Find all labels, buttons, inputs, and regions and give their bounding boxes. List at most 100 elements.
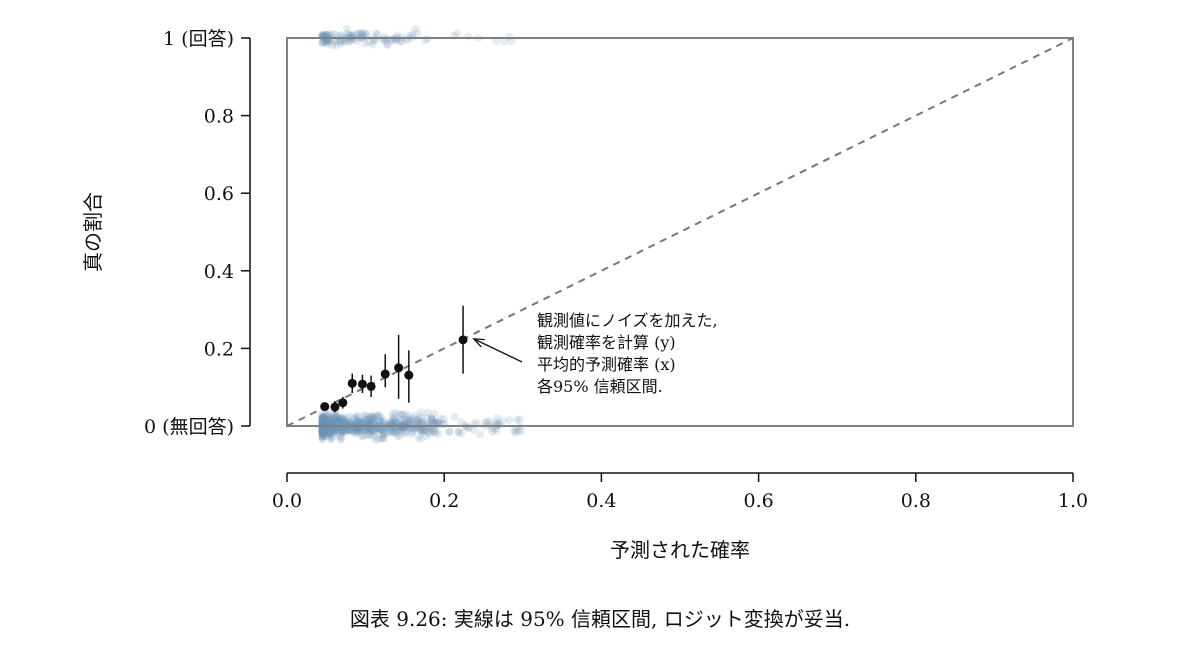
observation-point (318, 432, 327, 441)
observation-point (369, 414, 378, 423)
observation-point (381, 427, 390, 436)
observation-point (337, 428, 346, 437)
observation-point (507, 37, 516, 46)
y-axis: 0 (無回答) 0.2 0.4 0.6 0.8 1 (回答) (144, 28, 251, 438)
binned-point (366, 381, 376, 391)
observation-point (434, 429, 443, 438)
observation-point (334, 417, 343, 426)
observation-point (324, 37, 333, 46)
annotation-arrowhead (472, 338, 485, 348)
observation-point (368, 40, 377, 49)
observation-point (336, 435, 345, 444)
observation-point (322, 38, 331, 47)
observation-point (338, 414, 347, 423)
observation-point (348, 427, 357, 436)
observation-point (323, 427, 332, 436)
observation-point (358, 432, 367, 441)
observation-point (329, 414, 338, 423)
observation-point (318, 425, 327, 434)
observation-point (345, 425, 354, 434)
observation-point (414, 416, 423, 425)
observation-point (371, 425, 380, 434)
observation-point (516, 415, 525, 424)
observation-point (324, 409, 333, 418)
observation-point (397, 426, 406, 435)
observation-point (319, 417, 328, 426)
observation-point (368, 418, 377, 427)
observation-point (321, 411, 330, 420)
observation-point (326, 428, 335, 437)
observation-point (331, 413, 340, 422)
observation-point (319, 426, 328, 435)
observation-point (427, 415, 436, 424)
observation-point (329, 427, 338, 436)
observation-point (318, 413, 327, 422)
observation-point (319, 427, 328, 436)
observation-point (379, 426, 388, 435)
observation-point (360, 425, 369, 434)
observation-point (323, 416, 332, 425)
observation-point (319, 415, 328, 424)
observation-point (340, 426, 349, 435)
observation-point (318, 425, 327, 434)
observation-point (318, 427, 327, 436)
observation-point (335, 414, 344, 423)
observation-point (360, 425, 369, 434)
observation-point (387, 428, 396, 437)
observation-point (327, 29, 336, 38)
observation-point (513, 415, 522, 424)
observation-point (381, 37, 390, 46)
observation-point (318, 435, 327, 444)
observation-point (374, 434, 383, 443)
observation-point (318, 417, 327, 426)
observation-point (331, 30, 340, 39)
observation-point (488, 427, 497, 436)
observation-point (436, 414, 445, 423)
observation-point (421, 425, 430, 434)
observation-point (336, 416, 345, 425)
observation-point (383, 41, 392, 50)
observation-point (401, 426, 410, 435)
observation-point (356, 425, 365, 434)
observation-point (334, 416, 343, 425)
observation-point (325, 428, 334, 437)
observation-point (324, 429, 333, 438)
observation-point (428, 428, 437, 437)
observation-point (366, 415, 375, 424)
observation-point (387, 427, 396, 436)
observation-point (335, 37, 344, 46)
observation-point (405, 416, 414, 425)
observation-point (360, 425, 369, 434)
observation-point (332, 428, 341, 437)
observation-point (357, 418, 366, 427)
observation-point (318, 430, 327, 439)
observation-point (330, 427, 339, 436)
observation-point (319, 427, 328, 436)
observation-point (319, 425, 328, 434)
observation-point (321, 415, 330, 424)
observation-point (319, 413, 328, 422)
observation-point (318, 425, 327, 434)
observation-point (398, 410, 407, 419)
observation-point (343, 414, 352, 423)
observation-point (404, 415, 413, 424)
observation-point (336, 425, 345, 434)
observation-point (409, 426, 418, 435)
observation-point (362, 30, 371, 39)
observation-point (318, 417, 327, 426)
observation-point (344, 37, 353, 46)
observation-point (364, 412, 373, 421)
observation-point (378, 434, 387, 443)
observation-point (318, 426, 327, 435)
observation-point (388, 427, 397, 436)
y-tick-label: 1 (回答) (163, 28, 234, 50)
observation-point (336, 432, 345, 441)
observation-point (321, 416, 330, 425)
observation-point (367, 412, 376, 421)
observation-point (319, 417, 328, 426)
observation-point (333, 416, 342, 425)
observation-point (376, 412, 385, 421)
observation-point (328, 415, 337, 424)
observation-point (390, 427, 399, 436)
observation-point (322, 425, 331, 434)
